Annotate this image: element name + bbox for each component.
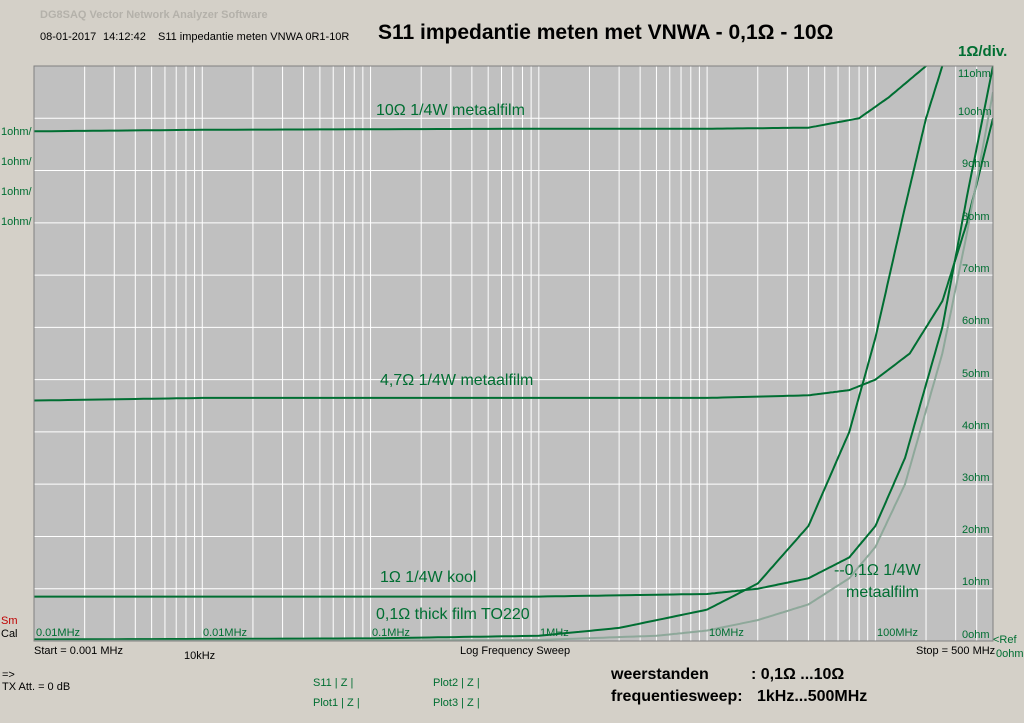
status-arrow: => [2,669,15,681]
sweep-start[interactable]: Start = 0.001 MHz [34,645,123,657]
annotation-1ohm: 1Ω 1/4W kool [380,569,477,586]
software-name: DG8SAQ Vector Network Analyzer Software [40,9,268,21]
y-tick-label: 6ohm [962,315,990,327]
trace-scale-3: 1ohm/ [1,186,32,198]
y-tick-label: 10ohm [958,106,992,118]
x-tick-label: 0.01MHz [36,627,81,639]
x-tick-label: 100MHz [877,627,918,639]
y-tick-label: 5ohm [962,368,990,380]
x-tick-label: 0.1MHz [372,627,410,639]
trace-0-1ohm-thick [34,66,944,641]
y-tick-label: 7ohm [962,263,990,275]
traces [34,66,993,641]
plot-border [33,65,994,642]
ref-marker[interactable]: <Ref [993,634,1017,646]
ref-value: 0ohm [996,648,1024,660]
annotation-10ohm: 10Ω 1/4W metaalfilm [376,102,525,119]
marker-10khz: 10kHz [184,650,216,662]
tx-attenuation: TX Att. = 0 dB [2,681,71,693]
legend-plot2[interactable]: Plot2 | Z | [433,677,480,689]
x-tick-label: 0.01MHz [203,627,248,639]
trace-scale-4: 1ohm/ [1,216,32,228]
trace-10ohm [34,66,927,133]
trace-scale-2: 1ohm/ [1,156,32,168]
y-tick-label: 8ohm [962,211,990,223]
legend-plot3[interactable]: Plot3 | Z | [433,697,480,709]
date-label: 08-01-2017 [40,31,97,43]
time-label: 14:12:42 [103,31,146,43]
x-tick-label: 10MHz [709,627,744,639]
trace-4-7ohm [34,118,993,402]
annotation-4-7ohm: 4,7Ω 1/4W metaalfilm [380,372,534,389]
smooth-indicator[interactable]: Sm [1,615,18,627]
resistors-label: weerstanden [611,666,709,683]
x-tick-label: 1MHz [540,627,569,639]
trace-1ohm [34,66,993,598]
trace-scale-1: 1ohm/ [1,126,32,138]
y-tick-label: 9ohm [962,158,990,170]
trace-0-1ohm-metal [34,91,993,641]
annotation-0-1ohm-metal: --0,1Ω 1/4W [834,562,921,579]
y-tick-label: 4ohm [962,420,990,432]
sweep-label: frequentiesweep: [611,688,743,705]
plot-area [34,66,993,641]
scale-label: 1Ω/div. [958,43,1008,60]
cal-indicator[interactable]: Cal [1,628,18,640]
y-tick-label: 2ohm [962,524,990,536]
main-title: S11 impedantie meten met VNWA - 0,1Ω - 1… [378,21,834,44]
sweep-stop[interactable]: Stop = 500 MHz [916,645,996,657]
sweep-type[interactable]: Log Frequency Sweep [460,645,571,657]
y-tick-label: 3ohm [962,472,990,484]
resistors-value: : 0,1Ω ...10Ω [751,666,845,683]
annotation-0-1ohm-thick: 0,1Ω thick film TO220 [376,606,530,623]
annotation-0-1ohm-metal-2: metaalfilm [846,584,919,601]
y-tick-label: 11ohm [958,68,991,80]
file-title: S11 impedantie meten VNWA 0R1-10R [158,31,350,43]
legend-s11[interactable]: S11 | Z | [313,677,354,689]
sweep-value: 1kHz...500MHz [757,688,868,705]
legend-plot1[interactable]: Plot1 | Z | [313,697,360,709]
y-tick-label: 0ohm [962,629,990,641]
y-tick-label: 1ohm [962,576,990,588]
